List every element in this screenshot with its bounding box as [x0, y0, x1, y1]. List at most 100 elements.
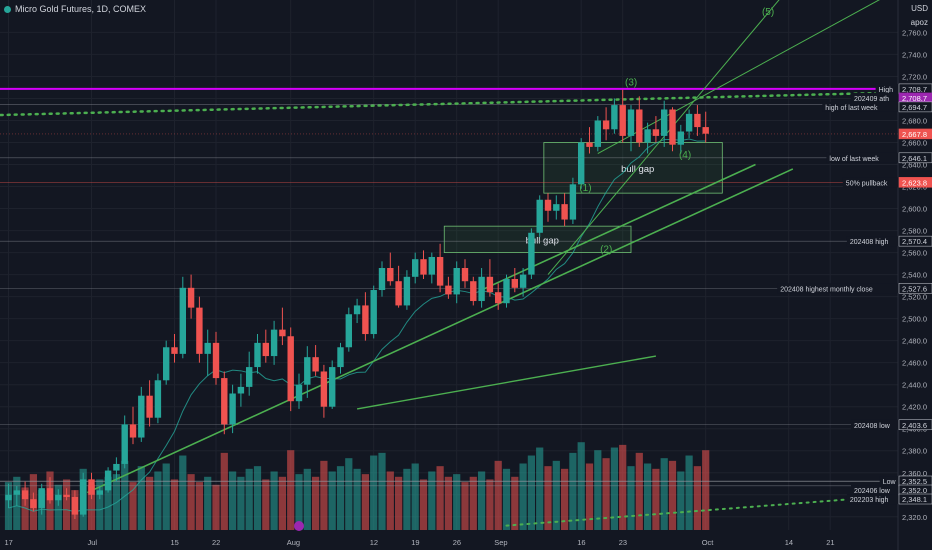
price-line-label-bg: [777, 283, 898, 294]
time-axis: 17 Jul 15 22 Aug 12 19 26 Sep 16 23 Oct 14 21: [5, 538, 835, 547]
price-tick-label: 2,520.0: [902, 293, 927, 302]
volume-bar: [245, 468, 253, 530]
price-tick-label: 2,500.0: [902, 315, 927, 324]
currency-badge[interactable]: USD: [911, 4, 928, 13]
price-line-label-bg: [851, 485, 898, 496]
candle-body: [129, 424, 137, 438]
candle-body: [96, 490, 103, 495]
candle-body: [304, 357, 311, 385]
volume-bar: [693, 466, 701, 530]
price-tag-value: 2,403.6: [902, 421, 927, 430]
trend-line: [0, 91, 882, 117]
event-marker-icon: [294, 521, 304, 531]
price-line-label: 202408 high: [850, 239, 889, 246]
candle-body: [55, 494, 62, 501]
volume-bar: [594, 450, 602, 530]
price-line-label: Low: [883, 479, 897, 486]
volume-bar: [253, 466, 262, 530]
candle-body: [594, 120, 601, 147]
time-tick-label: 23: [619, 538, 627, 547]
volume-bar: [668, 460, 677, 530]
price-line-label: high of last week: [825, 105, 878, 112]
volume-bar: [336, 466, 345, 530]
user-badge[interactable]: apoz: [910, 18, 928, 27]
volume-bar: [685, 455, 693, 530]
candle-body: [412, 259, 419, 277]
candle-body: [329, 367, 336, 407]
price-line-label: 202203 high: [850, 497, 889, 504]
volume-bar: [527, 455, 535, 530]
time-tick-label: Sep: [494, 538, 507, 547]
candle-body: [312, 357, 319, 372]
volume-bar: [361, 474, 369, 530]
candle-body: [63, 494, 70, 497]
market-status-icon: [4, 5, 11, 13]
volume-bar: [262, 479, 270, 530]
volume-bar: [320, 460, 328, 530]
candles: [5, 89, 709, 519]
grid: [0, 0, 898, 530]
candle-body: [470, 281, 477, 302]
candle-body: [569, 184, 577, 220]
price-line-label: 202409 ath: [854, 96, 889, 103]
symbol-header[interactable]: Micro Gold Futures, 1D, COMEX: [4, 4, 146, 14]
price-tick-label: 2,560.0: [902, 249, 927, 258]
price-line-label: High: [879, 87, 894, 94]
candle-body: [387, 268, 394, 282]
volume-bar: [469, 476, 477, 530]
price-tick-label: 2,360.0: [902, 469, 927, 478]
candle-body: [669, 109, 676, 145]
volume-bar: [303, 468, 311, 530]
volume-bar: [204, 476, 212, 530]
candle-body: [586, 142, 593, 147]
candle-body: [677, 131, 684, 145]
candle-body: [420, 259, 427, 275]
candle-body: [121, 424, 128, 464]
time-tick-label: Oct: [702, 538, 715, 547]
candle-body: [528, 232, 535, 275]
volume-bar: [220, 452, 228, 530]
price-tag: [898, 152, 932, 164]
trend-line: [547, 0, 780, 275]
wave-label: (1): [579, 183, 591, 194]
volume-bar: [121, 460, 129, 530]
price-tick-label: 2,640.0: [902, 161, 927, 170]
candle-body: [337, 347, 344, 368]
candle-body: [237, 386, 245, 394]
candle-body: [138, 395, 145, 438]
volume-bar: [212, 484, 220, 530]
candle-body: [661, 109, 668, 136]
volume-bar: [386, 471, 394, 530]
price-tick-label: 2,660.0: [902, 139, 927, 148]
price-tag-value: 2,667.8: [902, 130, 927, 139]
candle-body: [320, 371, 328, 407]
volume-bar: [395, 476, 403, 530]
moving-average-line: [8, 138, 706, 513]
volume-bar: [179, 455, 187, 530]
volume-bar: [411, 463, 419, 530]
price-line-label-bg: [822, 101, 898, 112]
price-line-label-bg: [851, 419, 898, 430]
price-line-label-bg: [826, 152, 898, 163]
volume-bar: [146, 476, 154, 530]
volume-bar: [610, 447, 618, 530]
candle-body: [179, 287, 186, 354]
time-tick-label: Aug: [287, 538, 300, 547]
volume-bar: [129, 482, 137, 530]
volume-bar: [602, 458, 610, 530]
candle-body: [636, 109, 643, 143]
trend-line: [597, 0, 880, 154]
candle-body: [428, 256, 435, 275]
time-tick-label: 21: [826, 538, 834, 547]
price-line-label: 202408 highest monthly close: [780, 286, 873, 293]
volume-bar: [328, 471, 336, 530]
candle-body: [685, 113, 693, 132]
candle-body: [503, 279, 510, 304]
time-tick-label: Jul: [88, 538, 98, 547]
price-tag-value: 2,527.6: [902, 284, 927, 293]
volume-bar: [287, 450, 295, 530]
price-tag-value: 2,708.7: [902, 85, 927, 94]
price-line-label-bg: [842, 177, 898, 188]
